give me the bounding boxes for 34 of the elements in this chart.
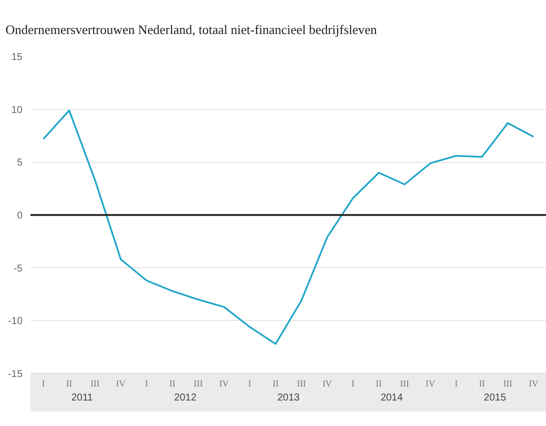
chart-title: Ondernemersvertrouwen Nederland, totaal niet-financieel bedrijfsleven [6,22,378,37]
y-tick-label: -10 [8,316,23,328]
text: 2012 [174,392,197,404]
y-tick-label: 10 [11,104,23,116]
x-tick-label: I [454,378,458,388]
x-tick-label: I [145,378,148,388]
y-tick-label: 5 [16,158,23,169]
x-tick-label: III [90,378,100,388]
x-tick-label: III [194,378,203,388]
text: 2011 [71,392,94,404]
x-tick-label: II [479,378,486,388]
y-tick-label: 0 [16,210,23,222]
x-tick-label: IV [219,378,230,388]
x-tick-label: I [352,378,354,388]
x-tick-label: III [503,378,512,388]
line-series [42,110,534,345]
x-tick-label: IV [426,378,436,388]
x-tick-label: IV [528,378,539,388]
text: 2013 [277,392,300,404]
x-tick-label: I [42,378,45,388]
x-tick-label: II [169,378,176,388]
y-tick-label: 15 [11,52,23,63]
x-tick-label: III [400,378,410,388]
text: 2015 [484,392,506,404]
y-tick-label: -5 [14,263,23,274]
x-tick-label: IV [116,378,126,388]
x-tick-label: II [272,378,279,388]
x-tick-label: III [296,378,306,388]
x-tick-label: II [66,378,72,388]
y-tick-label: -15 [8,369,23,380]
text: 2014 [380,392,404,404]
x-tick-label: IV [322,378,332,388]
x-tick-label: I [248,378,252,388]
x-tick-label: II [376,378,382,388]
